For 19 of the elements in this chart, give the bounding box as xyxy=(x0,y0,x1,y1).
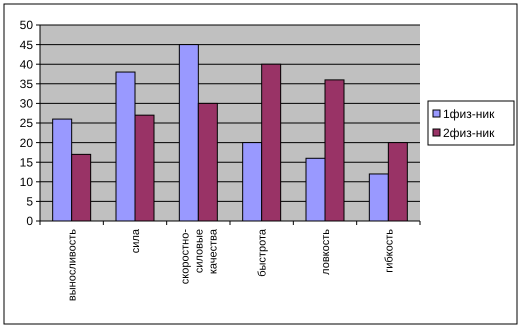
y-tick-label: 10 xyxy=(20,175,34,189)
y-tick-label: 30 xyxy=(20,96,34,111)
y-tick-label: 5 xyxy=(26,194,34,209)
legend-label: 2физ-ник xyxy=(443,126,496,140)
x-tick-label: скоростно-силовые качества xyxy=(179,228,220,284)
x-tick-label: гибкость xyxy=(383,228,396,273)
y-tick-label: 20 xyxy=(20,136,34,150)
x-tick-label: выносливость xyxy=(66,228,79,302)
y-tick-label: 35 xyxy=(20,77,34,91)
x-tick-label: ловкость xyxy=(320,228,332,275)
y-tick-label: 0 xyxy=(26,214,34,228)
y-tick-label: 25 xyxy=(20,116,34,130)
legend-label: 1физ-ник xyxy=(443,107,496,122)
x-tick-label: сила xyxy=(130,228,142,254)
y-tick-label: 15 xyxy=(20,155,34,170)
y-tick-label: 45 xyxy=(20,38,34,52)
x-tick-label: быстрота xyxy=(256,228,269,277)
y-tick-label: 50 xyxy=(20,18,34,32)
y-tick-label: 40 xyxy=(20,57,34,72)
